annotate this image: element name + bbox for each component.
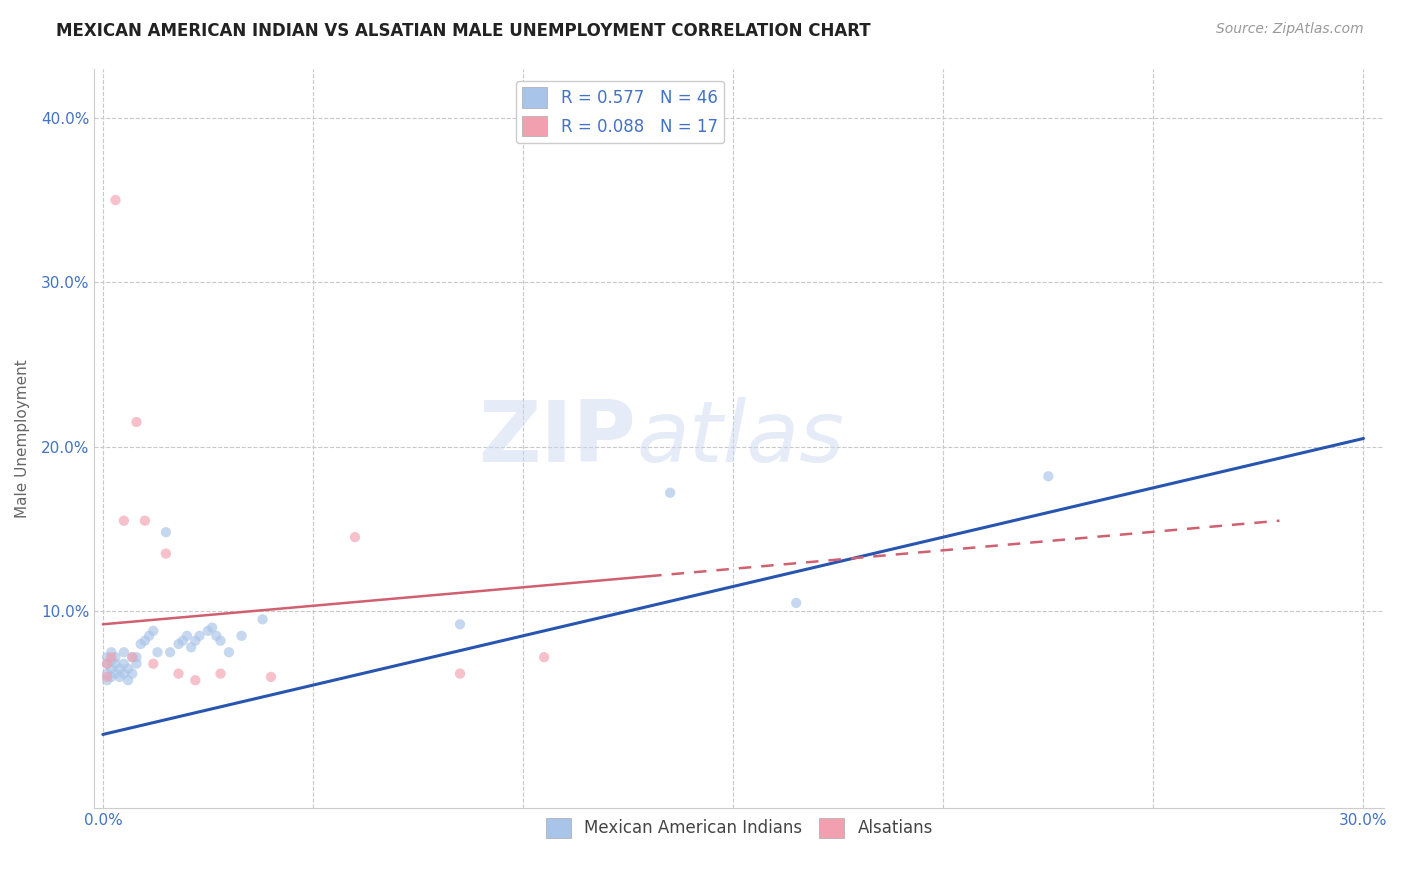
- Point: [260, 670, 283, 684]
- Point: [209, 633, 232, 648]
- Point: [104, 657, 127, 671]
- Point: [252, 612, 274, 626]
- Point: [134, 633, 156, 648]
- Point: [138, 629, 160, 643]
- Text: ZIP: ZIP: [478, 397, 637, 480]
- Text: MEXICAN AMERICAN INDIAN VS ALSATIAN MALE UNEMPLOYMENT CORRELATION CHART: MEXICAN AMERICAN INDIAN VS ALSATIAN MALE…: [56, 22, 870, 40]
- Point: [188, 629, 211, 643]
- Y-axis label: Male Unemployment: Male Unemployment: [15, 359, 30, 518]
- Point: [184, 633, 207, 648]
- Point: [449, 617, 471, 632]
- Point: [201, 621, 224, 635]
- Point: [180, 640, 202, 655]
- Point: [117, 662, 139, 676]
- Text: Source: ZipAtlas.com: Source: ZipAtlas.com: [1216, 22, 1364, 37]
- Point: [121, 650, 143, 665]
- Point: [104, 650, 127, 665]
- Point: [96, 657, 118, 671]
- Point: [112, 514, 135, 528]
- Point: [121, 666, 143, 681]
- Point: [205, 629, 228, 643]
- Point: [155, 547, 177, 561]
- Point: [231, 629, 253, 643]
- Point: [100, 645, 122, 659]
- Point: [197, 624, 219, 638]
- Point: [167, 666, 190, 681]
- Point: [184, 673, 207, 688]
- Point: [96, 657, 118, 671]
- Text: atlas: atlas: [637, 397, 844, 480]
- Point: [155, 525, 177, 540]
- Point: [121, 650, 143, 665]
- Point: [112, 666, 135, 681]
- Point: [785, 596, 807, 610]
- Point: [142, 657, 165, 671]
- Point: [125, 657, 148, 671]
- Point: [104, 666, 127, 681]
- Point: [100, 662, 122, 676]
- Point: [96, 666, 118, 681]
- Point: [104, 193, 127, 207]
- Point: [117, 673, 139, 688]
- Point: [100, 670, 122, 684]
- Point: [125, 650, 148, 665]
- Point: [108, 662, 131, 676]
- Point: [129, 637, 152, 651]
- Point: [659, 485, 682, 500]
- Point: [343, 530, 366, 544]
- Point: [112, 657, 135, 671]
- Point: [209, 666, 232, 681]
- Point: [176, 629, 198, 643]
- Legend: Mexican American Indians, Alsatians: Mexican American Indians, Alsatians: [540, 811, 939, 845]
- Point: [112, 645, 135, 659]
- Point: [125, 415, 148, 429]
- Point: [1038, 469, 1060, 483]
- Point: [142, 624, 165, 638]
- Point: [96, 673, 118, 688]
- Point: [172, 633, 194, 648]
- Point: [146, 645, 169, 659]
- Point: [449, 666, 471, 681]
- Point: [134, 514, 156, 528]
- Point: [96, 650, 118, 665]
- Point: [100, 653, 122, 667]
- Point: [159, 645, 181, 659]
- Point: [100, 650, 122, 665]
- Point: [108, 670, 131, 684]
- Point: [167, 637, 190, 651]
- Point: [533, 650, 555, 665]
- Point: [218, 645, 240, 659]
- Point: [96, 670, 118, 684]
